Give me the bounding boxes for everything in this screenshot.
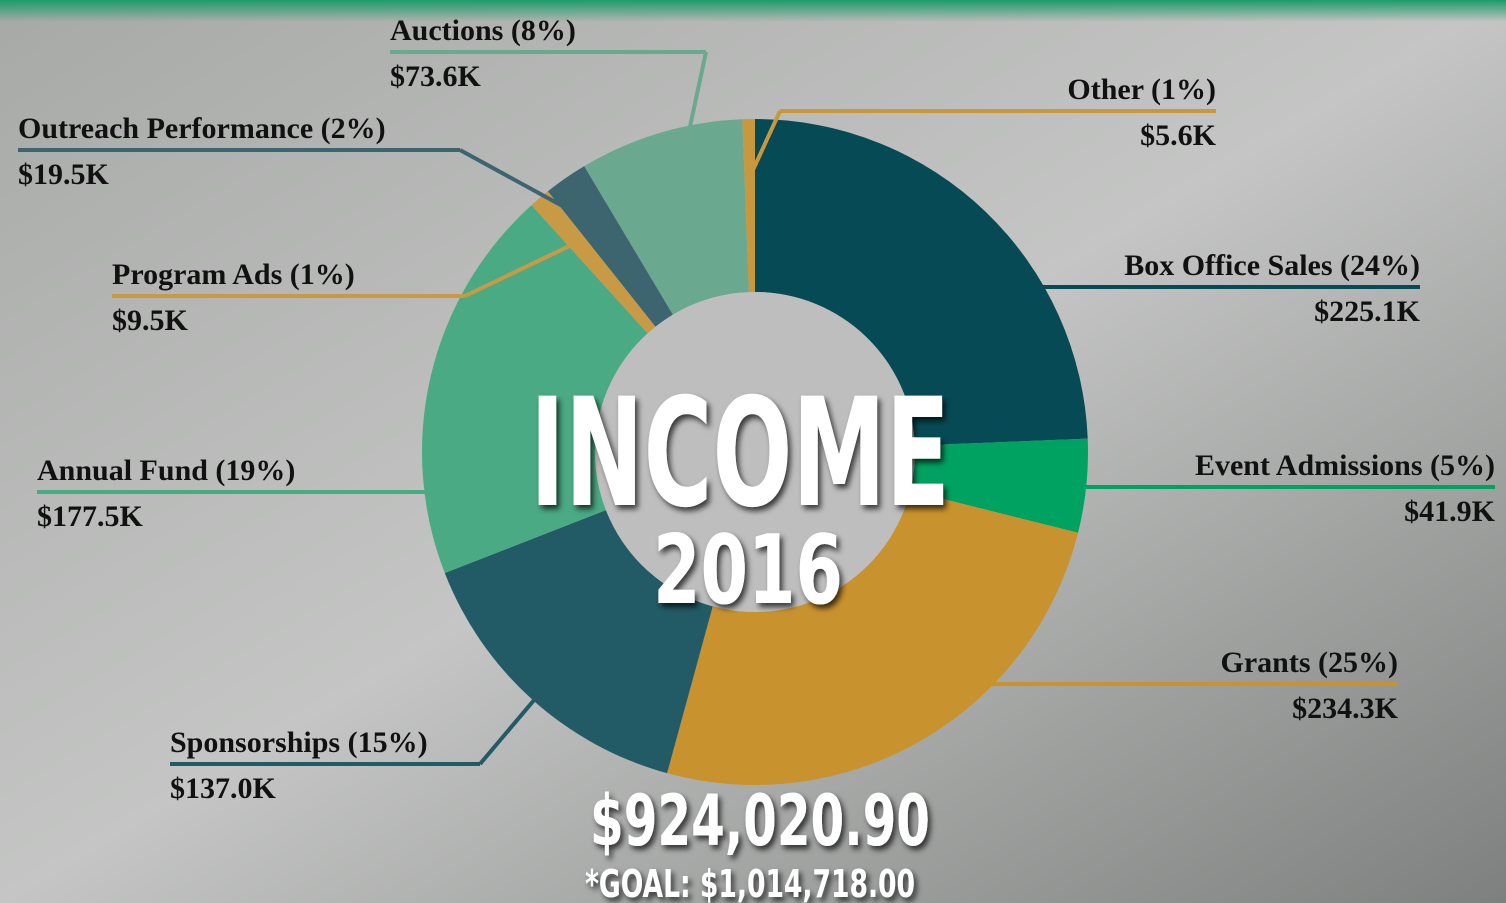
category-label: Event Admissions (5%) xyxy=(1195,449,1495,482)
category-label: Auctions (8%) xyxy=(390,14,576,47)
value-label: $177.5K xyxy=(37,500,144,533)
leader-line xyxy=(459,148,600,228)
top-bar xyxy=(0,0,1506,22)
value-label: $19.5K xyxy=(18,158,110,191)
leader-line xyxy=(747,110,782,178)
leader-line xyxy=(674,51,708,189)
value-label: $5.6K xyxy=(1140,119,1217,152)
slice xyxy=(422,205,648,574)
value-label: $234.3K xyxy=(1292,692,1399,725)
total: $924,020.90 xyxy=(590,780,930,862)
slice xyxy=(444,510,713,774)
value-label: $225.1K xyxy=(1314,295,1421,328)
goal: *GOAL: $1,014,718.00 xyxy=(585,862,915,903)
leader-line xyxy=(1028,478,1086,489)
slice xyxy=(547,166,673,327)
slice xyxy=(667,490,1079,785)
chart-subtitle: 2016 xyxy=(653,516,843,626)
donut-hole xyxy=(595,292,915,612)
category-label: Grants (25%) xyxy=(1221,646,1398,679)
slice xyxy=(531,191,656,334)
chart-title: INCOME xyxy=(530,367,950,541)
value-label: $73.6K xyxy=(390,60,482,93)
slice xyxy=(910,438,1088,533)
category-label: Annual Fund (19%) xyxy=(37,454,295,487)
leader-line xyxy=(428,387,490,493)
value-label: $9.5K xyxy=(112,304,189,337)
value-label: $41.9K xyxy=(1404,495,1496,528)
slice xyxy=(584,119,749,315)
leader-line xyxy=(464,240,578,298)
leader-line xyxy=(944,251,1041,289)
category-label: Sponsorships (15%) xyxy=(170,726,428,759)
value-label: $137.0K xyxy=(170,772,277,805)
category-label: Other (1%) xyxy=(1067,73,1216,106)
category-label: Box Office Sales (24%) xyxy=(1124,249,1420,282)
slice xyxy=(755,119,1088,446)
leader-line xyxy=(893,682,1001,692)
leader-line xyxy=(478,655,573,766)
slice xyxy=(742,119,755,293)
category-label: Program Ads (1%) xyxy=(112,258,355,291)
category-label: Outreach Performance (2%) xyxy=(18,112,386,145)
